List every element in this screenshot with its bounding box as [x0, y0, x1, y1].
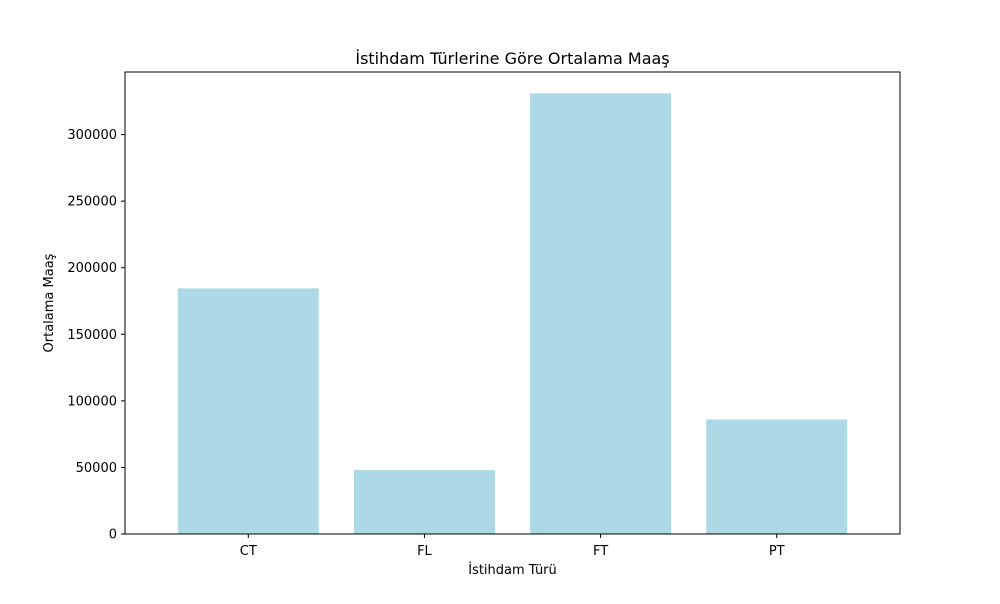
x-tick-label: FT [593, 544, 608, 559]
bar-ct [177, 288, 319, 534]
y-tick-label: 50000 [76, 461, 117, 476]
bar-fl [353, 470, 495, 534]
bar-pt [706, 419, 848, 534]
x-tick-label: PT [769, 544, 785, 559]
y-tick-label: 0 [109, 528, 117, 543]
y-tick-label: 150000 [67, 328, 117, 343]
y-axis: 0 50000 100000 150000 200000 250000 300000 [67, 128, 125, 543]
x-tick-label: CT [240, 544, 257, 559]
x-axis: CT FL FT PT [240, 534, 785, 559]
y-tick-label: 250000 [67, 195, 117, 210]
plot-frame [124, 71, 901, 535]
x-axis-label: İstihdam Türü [468, 562, 557, 578]
y-tick-label: 200000 [67, 261, 117, 276]
bar-ft [530, 93, 672, 534]
y-axis-label: Ortalama Maaş [42, 253, 57, 352]
x-tick-label: FL [417, 544, 432, 559]
chart-title: İstihdam Türlerine Göre Ortalama Maaş [355, 49, 669, 68]
y-tick-label: 300000 [67, 128, 117, 143]
bars-layer [177, 93, 848, 534]
y-tick-label: 100000 [67, 394, 117, 409]
